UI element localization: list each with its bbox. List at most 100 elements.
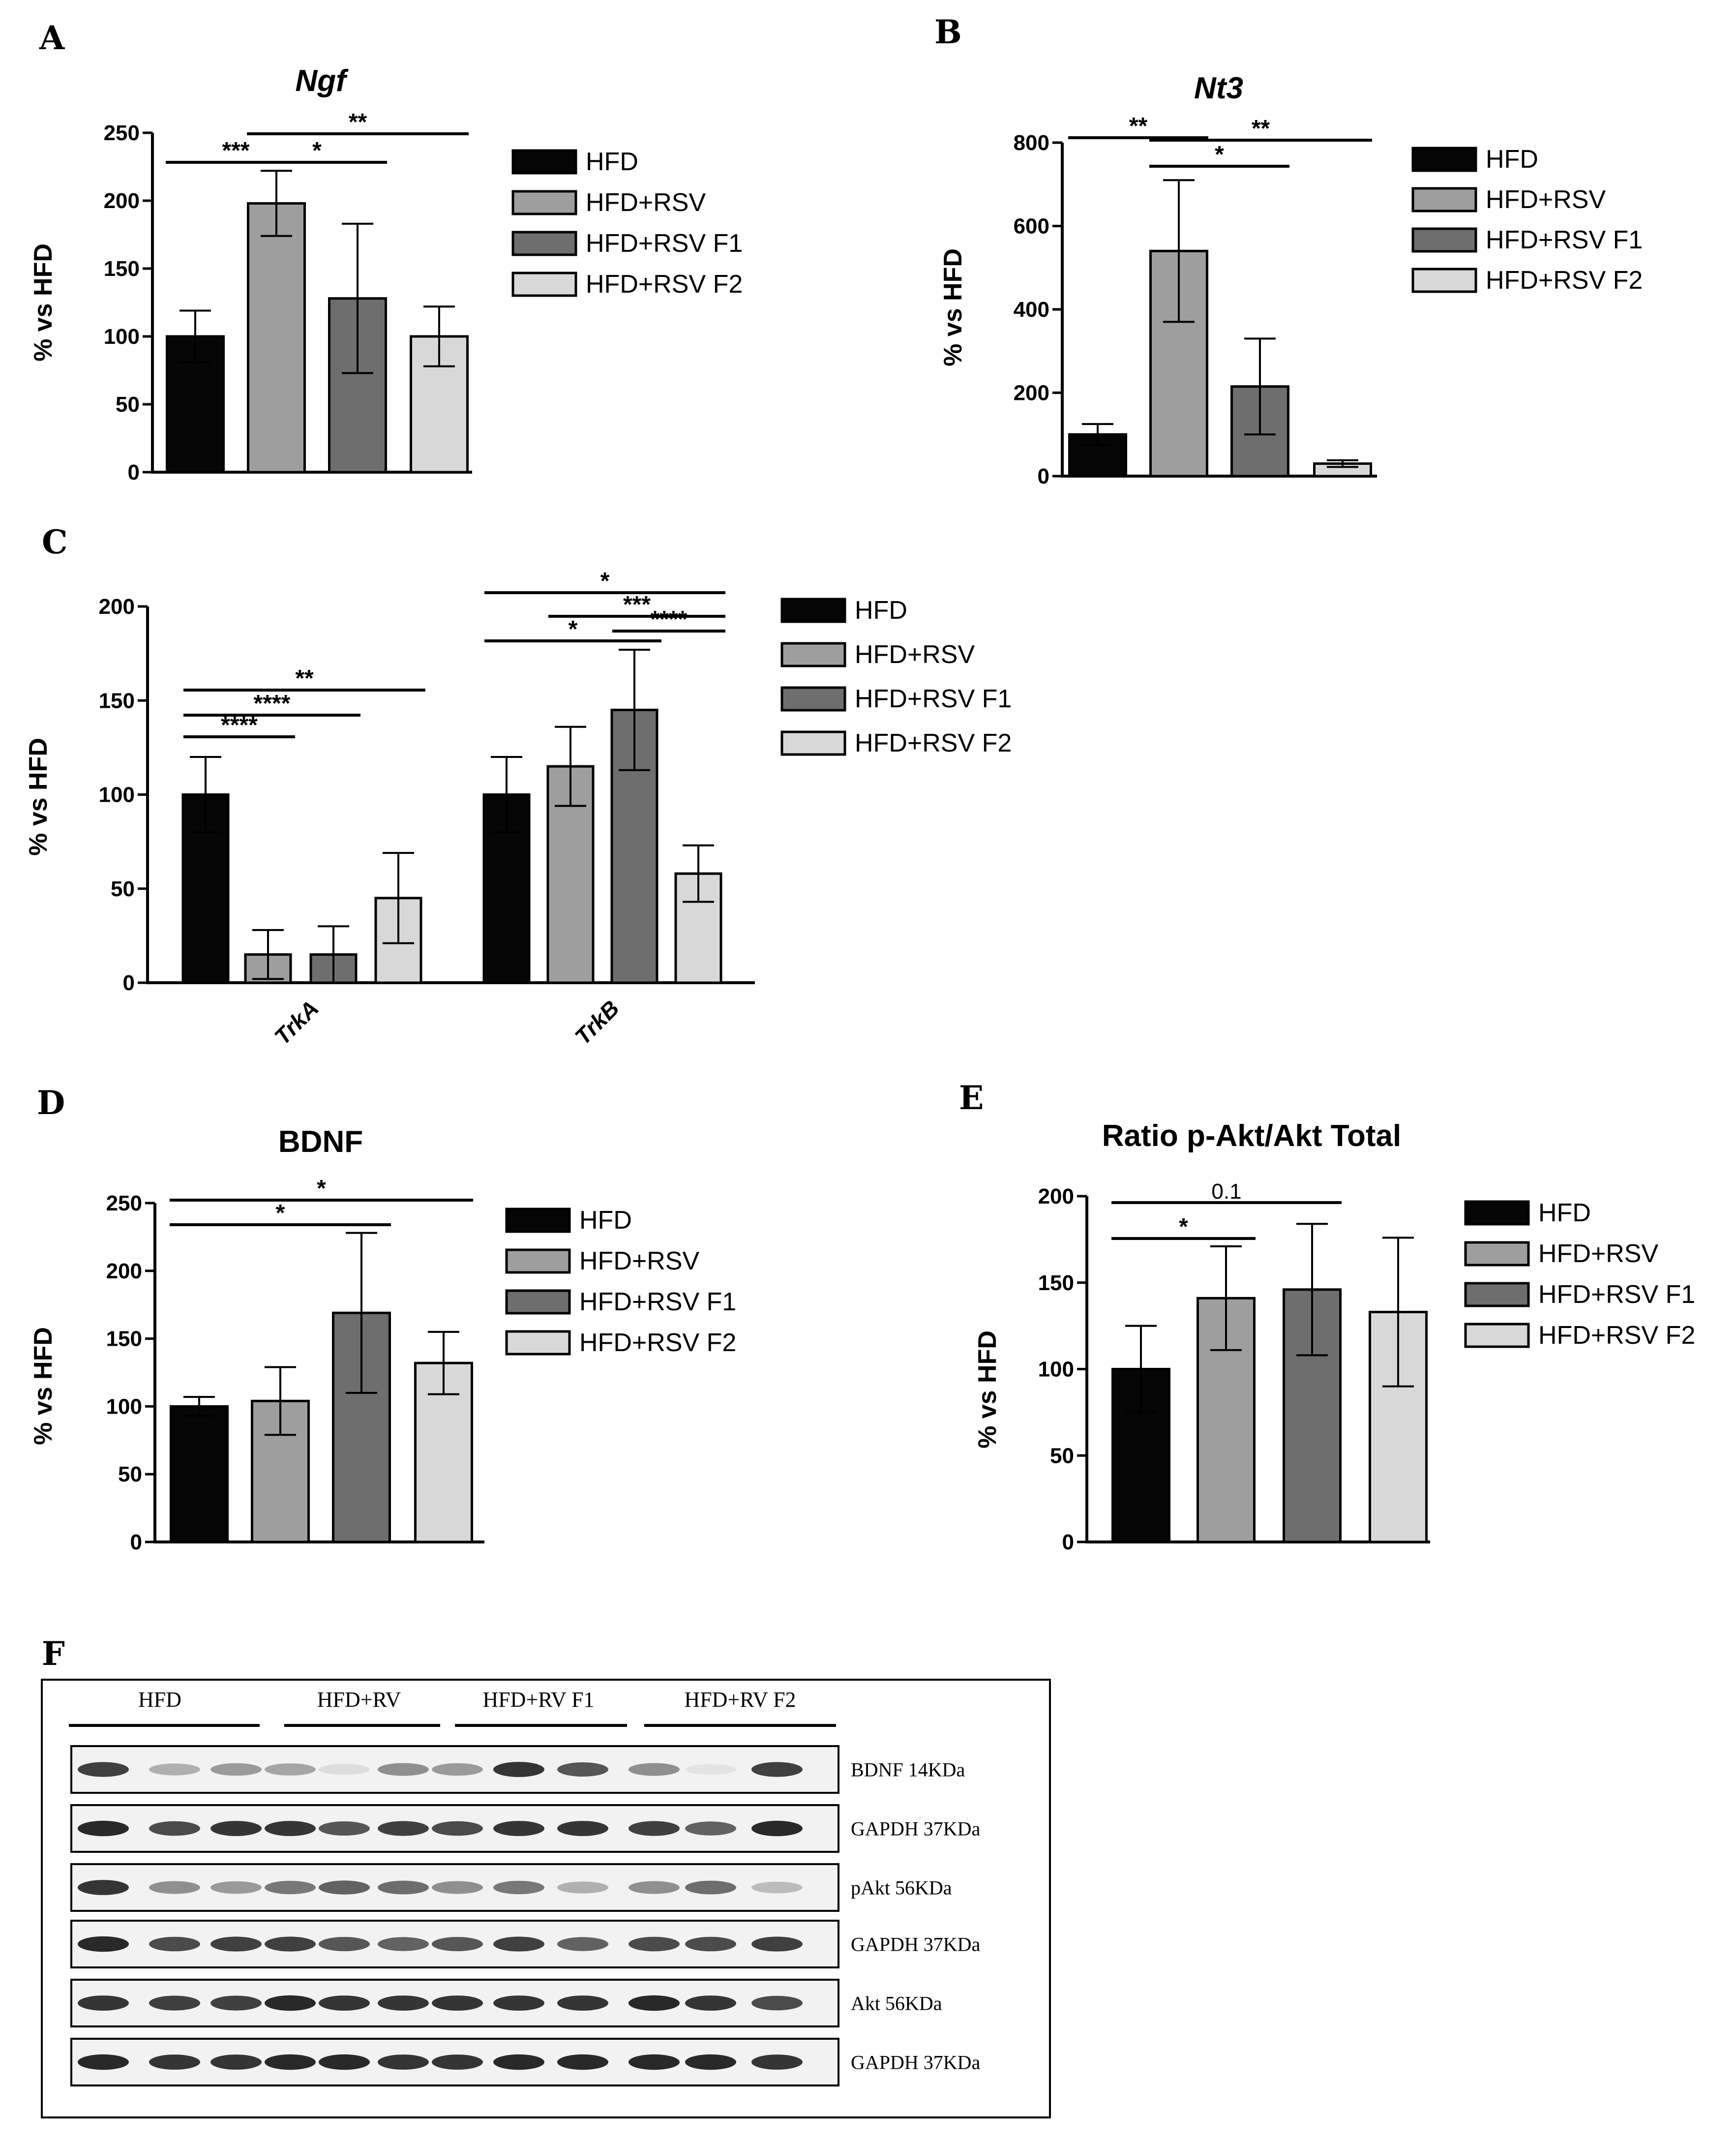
chart-e-legend-swatch-hfd <box>1464 1200 1530 1226</box>
blot-row-1-gapdh-37kda-label: GAPDH 37KDa <box>851 1818 981 1840</box>
blot-row-0-bdnf-14kda-band-11 <box>685 1764 736 1775</box>
chart-e-title: Ratio p-Akt/Akt Total <box>1102 1119 1402 1153</box>
chart-a-ytick-label-200: 200 <box>104 189 140 213</box>
chart-e-ytick-label-50: 50 <box>1050 1444 1074 1468</box>
blot-row-3-gapdh-37kda-band-4 <box>265 1936 316 1952</box>
chart-b-legend-label-hfd: HFD <box>1486 145 1538 174</box>
chart-c-legend-label-hfd-rsv-f2: HFD+RSV F2 <box>855 729 1012 757</box>
chart-d-legend-swatch-hfd-rsv-f2 <box>505 1330 571 1356</box>
blot-row-2-pakt-56kda-band-3 <box>210 1881 262 1894</box>
blot-row-0-bdnf-14kda-band-9 <box>557 1762 608 1777</box>
chart-d-ytick-label-200: 200 <box>106 1259 142 1283</box>
blot-row-4-akt-56kda-band-12 <box>751 1995 803 2011</box>
chart-b-legend-label-hfd-rsv: HFD+RSV <box>1486 185 1606 214</box>
blot-row-2-pakt-56kda-band-8 <box>493 1880 544 1895</box>
chart-b-legend-swatch-hfd-rsv-f1 <box>1411 227 1477 253</box>
blot-row-2-pakt-56kda-band-12 <box>751 1881 803 1894</box>
chart-c-legend-swatch-hfd-rsv <box>780 642 846 667</box>
blot-row-4-akt-56kda-band-7 <box>432 1995 483 2011</box>
chart-a-ytick-label-100: 100 <box>104 325 140 349</box>
chart-a-ylabel: % vs HFD <box>29 243 58 362</box>
blot-row-0-bdnf-14kda-band-1 <box>78 1762 129 1777</box>
chart-a-legend-label-hfd-rsv: HFD+RSV <box>586 188 706 217</box>
chart-c-ytick-label-200: 200 <box>99 595 135 619</box>
chart-d-legend-swatch-hfd-rsv-f1 <box>505 1289 571 1315</box>
chart-e-sig-label-0: * <box>1179 1214 1188 1240</box>
chart-b-legend-label-hfd-rsv-f1: HFD+RSV F1 <box>1486 226 1643 254</box>
chart-e-legend-label-hfd: HFD <box>1538 1199 1591 1227</box>
chart-b-sig-label-0: ** <box>1129 113 1148 139</box>
chart-c-legend-swatch-hfd-rsv-f2 <box>780 730 846 756</box>
chart-b-ytick-label-200: 200 <box>1014 381 1049 405</box>
blot-frame <box>41 1679 1051 2118</box>
chart-b-legend-label-hfd-rsv-f2: HFD+RSV F2 <box>1486 266 1643 295</box>
chart-d-title: BDNF <box>278 1125 363 1159</box>
chart-c-legend-swatch-hfd <box>780 598 846 623</box>
blot-row-4-akt-56kda-band-10 <box>629 1995 680 2011</box>
chart-a-title: Ngf <box>295 64 349 98</box>
blot-row-0-bdnf-14kda-band-7 <box>432 1763 483 1776</box>
blot-row-1-gapdh-37kda-band-9 <box>557 1821 608 1836</box>
chart-b-sig-label-1: * <box>1215 142 1224 168</box>
blot-row-0-bdnf-14kda-band-12 <box>751 1762 803 1777</box>
chart-b-sig-label-2: ** <box>1252 116 1270 142</box>
blot-row-5-gapdh-37kda-band-8 <box>493 2054 544 2070</box>
blot-row-1-gapdh-37kda-band-11 <box>685 1821 736 1836</box>
chart-a-legend-label-hfd: HFD <box>586 148 638 176</box>
chart-b-ytick-label-800: 800 <box>1014 131 1049 155</box>
blot-row-1-gapdh-37kda-band-4 <box>265 1821 316 1836</box>
blot-row-5-gapdh-37kda-band-7 <box>432 2054 483 2070</box>
chart-a-sig-label-0: *** <box>222 138 249 164</box>
chart-e-ytick-label-0: 0 <box>1062 1530 1074 1554</box>
blot-row-3-gapdh-37kda-band-12 <box>751 1936 803 1952</box>
blot-row-2-pakt-56kda-label: pAkt 56KDa <box>851 1877 952 1899</box>
chart-d-legend-label-hfd: HFD <box>579 1206 632 1235</box>
blot-row-2-pakt-56kda-band-7 <box>432 1881 483 1894</box>
chart-c-sig-label-3: * <box>569 616 578 642</box>
panel-label-e: E <box>959 1079 984 1117</box>
blot-row-2-pakt-56kda-band-1 <box>78 1880 129 1895</box>
chart-d-ytick-label-50: 50 <box>118 1462 142 1486</box>
chart-b-legend-swatch-hfd-rsv <box>1411 187 1477 212</box>
blot-row-5-gapdh-37kda-band-6 <box>378 2054 429 2070</box>
chart-a-ytick-label-150: 150 <box>104 257 140 281</box>
chart-b-ytick-label-600: 600 <box>1014 214 1049 239</box>
panel-label-f: F <box>42 1634 65 1673</box>
chart-a-bar-hfd-rsv <box>247 202 306 474</box>
chart-c-sig-label-2: ** <box>295 665 314 692</box>
chart-d-ylabel: % vs HFD <box>29 1327 58 1445</box>
blot-row-5-gapdh-37kda-band-5 <box>319 2054 370 2070</box>
blot-row-4-akt-56kda-band-8 <box>493 1995 544 2011</box>
blot-row-4-akt-56kda-band-6 <box>378 1995 429 2011</box>
chart-c-sig-label-4: **** <box>651 606 688 633</box>
chart-d-ytick-label-250: 250 <box>106 1191 142 1215</box>
blot-row-1-gapdh-37kda-band-12 <box>751 1820 803 1837</box>
chart-d-bdnf: 0 50 100 150 200 250 * * HFD HFD+RSV HFD+RSV F1 HFD… <box>106 1176 737 1554</box>
chart-b-ytick-label-0: 0 <box>1038 464 1049 488</box>
blot-row-1-gapdh-37kda-band-1 <box>78 1820 129 1837</box>
blot-row-5-gapdh-37kda-band-1 <box>78 2054 129 2070</box>
chart-d-legend-label-hfd-rsv-f2: HFD+RSV F2 <box>579 1329 736 1357</box>
blot-row-4-akt-56kda-band-2 <box>149 1995 200 2011</box>
chart-e-legend-label-hfd-rsv: HFD+RSV <box>1538 1239 1658 1268</box>
blot-row-2-pakt-56kda-band-10 <box>629 1881 680 1894</box>
chart-d-legend-label-hfd-rsv-f1: HFD+RSV F1 <box>579 1288 736 1316</box>
chart-e-ylabel: % vs HFD <box>973 1330 1002 1449</box>
blot-row-2-pakt-56kda-band-6 <box>378 1880 429 1895</box>
blot-row-3-gapdh-37kda-band-8 <box>493 1936 544 1952</box>
blot-row-1-gapdh-37kda-band-8 <box>493 1821 544 1836</box>
blot-row-0-bdnf-14kda-band-3 <box>210 1763 262 1776</box>
blot-group-label-hfd-rv-f1: HFD+RV F1 <box>482 1688 594 1712</box>
chart-e-ytick-label-200: 200 <box>1038 1184 1074 1208</box>
chart-b-legend-swatch-hfd-rsv-f2 <box>1411 268 1477 293</box>
chart-b-legend-swatch-hfd <box>1411 147 1477 172</box>
chart-a-legend-swatch-hfd-rsv-f1 <box>511 231 577 256</box>
chart-d-ytick-label-100: 100 <box>106 1394 142 1419</box>
blot-row-1-gapdh-37kda-band-3 <box>210 1821 262 1836</box>
chart-c-legend-label-hfd-rsv: HFD+RSV <box>855 640 975 669</box>
chart-d-sig-label-0: * <box>276 1200 285 1226</box>
blot-row-1-gapdh-37kda-band-6 <box>378 1821 429 1836</box>
blot-group-label-hfd: HFD <box>138 1688 181 1712</box>
panel-label-d: D <box>37 1084 65 1122</box>
